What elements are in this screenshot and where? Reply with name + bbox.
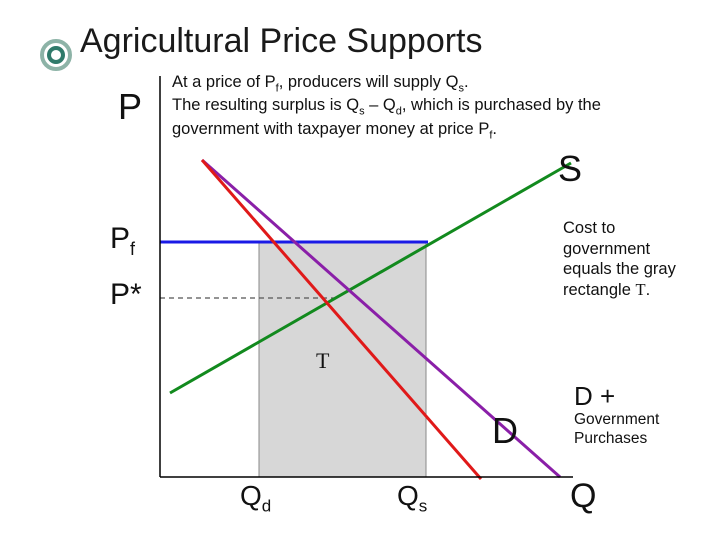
- label-s: S: [558, 148, 582, 190]
- cost-text: Cost to government equals the gray recta…: [563, 218, 698, 301]
- label-d: D: [492, 410, 518, 452]
- label-q: Q: [570, 477, 596, 516]
- label-gov-purchases: GovernmentPurchases: [574, 411, 659, 448]
- slide: { "title": "Agricultural Price Supports"…: [0, 0, 720, 540]
- label-pf: Pf: [110, 222, 135, 260]
- label-qs: Qs: [397, 480, 427, 517]
- label-d-plus: D +: [574, 381, 615, 412]
- surplus-rectangle: [259, 242, 426, 477]
- label-t: T: [316, 348, 329, 374]
- label-qd: Qd: [240, 480, 271, 517]
- axis-label-p: P: [118, 86, 142, 128]
- label-pstar: P*: [110, 278, 142, 312]
